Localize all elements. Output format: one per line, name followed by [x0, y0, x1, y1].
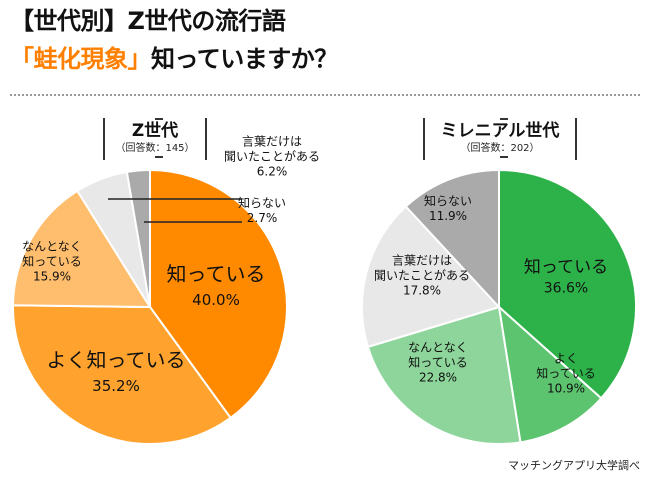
millennial-label-text-known-0: 知っている: [524, 257, 608, 277]
question-text: 知っていますか？: [151, 45, 338, 73]
millennial-label-text-word-only-0: 言葉だけは: [392, 254, 452, 268]
millennial-value-vaguely-known: 22.8%: [419, 371, 457, 385]
millennial-label-text-vaguely-known-1: 知っている: [408, 356, 467, 370]
genz-label-well-known: よく知っている 35.2%: [47, 348, 186, 395]
genz-panel-title: Z世代: [131, 121, 179, 141]
genz-label-text-word-only-1: 聞いたことがある: [224, 149, 320, 164]
genz-label-known: 知っている 40.0%: [167, 262, 266, 309]
millennial-slice-known: [498, 168, 637, 400]
genz-value-word-only: 6.2%: [257, 165, 288, 179]
genz-value-known: 40.0%: [192, 291, 240, 309]
genz-label-text-vaguely-known-1: 知っている: [22, 255, 81, 269]
genz-label-text-vaguely-known-0: なんとなく: [22, 240, 82, 254]
millennial-label-text-unknown-0: 知らない: [424, 194, 472, 208]
highlight-term: 「蛙化現象」: [10, 45, 152, 73]
genz-value-unknown: 2.7%: [247, 211, 278, 225]
millennial-respondents: （回答数：202）: [460, 143, 540, 154]
genz-slice-vaguely-known: [11, 189, 152, 309]
genz-slice-known: [149, 168, 288, 420]
millennial-label-text-vaguely-known-0: なんとなく: [408, 341, 468, 355]
page-title: 【世代別】Z世代の流行語: [10, 7, 286, 35]
millennial-value-word-only: 17.8%: [403, 284, 441, 298]
millennial-panel-title: ミレニアル世代: [440, 121, 560, 141]
genz-label-text-unknown-0: 知らない: [238, 196, 286, 210]
genz-panel-header: Z世代 （回答数：145）: [103, 118, 207, 160]
genz-slice-well-known: [12, 304, 232, 446]
genz-label-text-known-0: 知っている: [167, 262, 266, 286]
millennial-value-known: 36.6%: [544, 281, 588, 297]
genz-slice-unknown: [125, 168, 151, 308]
millennial-value-unknown: 11.9%: [429, 209, 467, 223]
millennial-panel-header: ミレニアル世代 （回答数：202）: [423, 118, 577, 160]
page-subtitle: 「蛙化現象」知っていますか？: [10, 44, 338, 74]
millennial-slice-well-known: [497, 304, 603, 444]
millennial-label-text-word-only-1: 聞いたことがある: [374, 268, 470, 283]
millennial-label-text-well-known-0: よく: [554, 352, 578, 366]
genz-label-text-well-known-0: よく知っている: [47, 348, 186, 372]
genz-respondents: （回答数：145）: [115, 143, 195, 154]
millennial-slice-unknown: [404, 168, 500, 310]
genz-value-vaguely-known: 15.9%: [33, 270, 71, 284]
millennial-value-well-known: 10.9%: [547, 382, 585, 396]
genz-label-text-word-only-0: 言葉だけは: [242, 135, 302, 149]
genz-value-well-known: 35.2%: [92, 377, 140, 395]
millennial-label-text-well-known-1: 知っている: [536, 367, 595, 381]
source-note: マッチングアプリ大学調べ: [508, 459, 640, 472]
millennial-slice-vaguely-known: [366, 305, 522, 445]
millennial-slice-word-only: [361, 205, 501, 349]
title-divider: [10, 94, 640, 96]
millennial-label-known: 知っている 36.6%: [524, 257, 608, 296]
